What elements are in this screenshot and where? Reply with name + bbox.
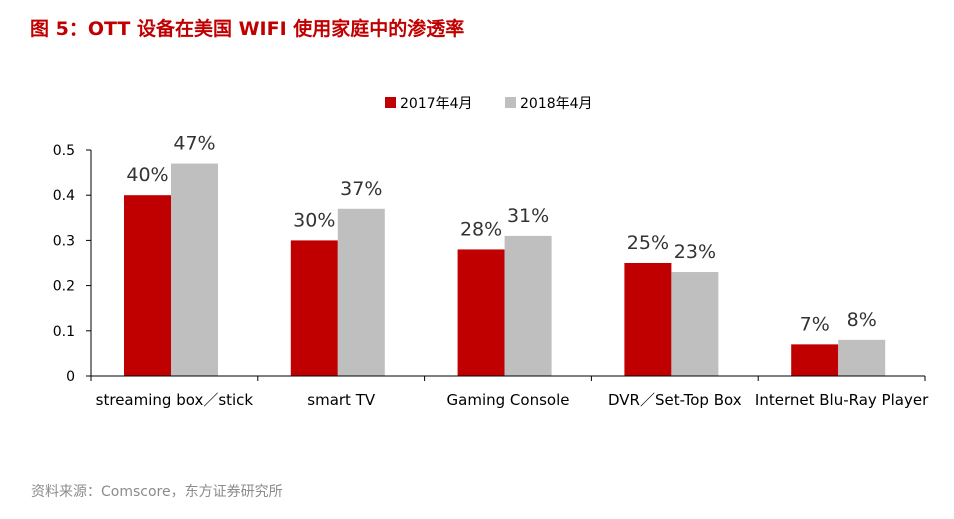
data-label: 31% [507,205,549,227]
y-tick-label: 0.1 [53,324,75,340]
source-note: 资料来源：Comscore，东方证券研究所 [31,484,283,500]
y-tick-label: 0.4 [53,188,75,204]
bar-series1-3 [624,263,672,376]
bar-series1-0 [124,195,171,376]
data-label: 23% [674,241,716,263]
data-label: 30% [293,209,335,231]
data-label: 37% [340,178,382,200]
x-category-label: Internet Blu-Ray Player [755,391,929,409]
data-label: 7% [800,313,830,335]
y-tick-label: 0.3 [53,233,75,249]
chart-legend: 2017年4月 2018年4月 [385,96,593,112]
bar-series2-4 [838,339,886,376]
x-category-label: DVR／Set-Top Box [608,391,742,409]
legend-swatch-series2 [505,97,516,108]
x-category-label: Gaming Console [447,391,570,409]
figure-title: 图 5：OTT 设备在美国 WIFI 使用家庭中的渗透率 [30,18,465,40]
bar-series2-0 [171,163,218,376]
x-category-label: smart TV [307,391,376,409]
legend-swatch-series1 [385,97,396,108]
data-label: 40% [126,164,168,186]
y-tick-label: 0.5 [53,143,75,159]
data-label: 25% [627,232,669,254]
bar-series2-3 [671,272,719,376]
legend-label: 2018年4月 [520,96,593,112]
x-category-label: streaming box／stick [96,391,254,409]
y-tick-label: 0.2 [53,279,75,295]
bar-series2-1 [337,208,385,376]
chart-axes: 0 0.1 0.2 0.3 0.4 0.5 streaming box／stick smart… [53,143,929,409]
bar-series1-1 [290,240,338,376]
data-label: 47% [173,133,215,155]
data-label: 28% [460,218,502,240]
bar-series2-2 [504,235,552,376]
legend-label: 2017年4月 [400,96,473,112]
y-tick-label: 0 [66,369,75,385]
bar-series1-4 [791,344,839,376]
data-label: 8% [847,309,877,331]
bar-series1-2 [457,249,505,376]
chart-bars: 40%47% 30%37% 28%31% 25% 23% 7% 8% [124,133,886,376]
